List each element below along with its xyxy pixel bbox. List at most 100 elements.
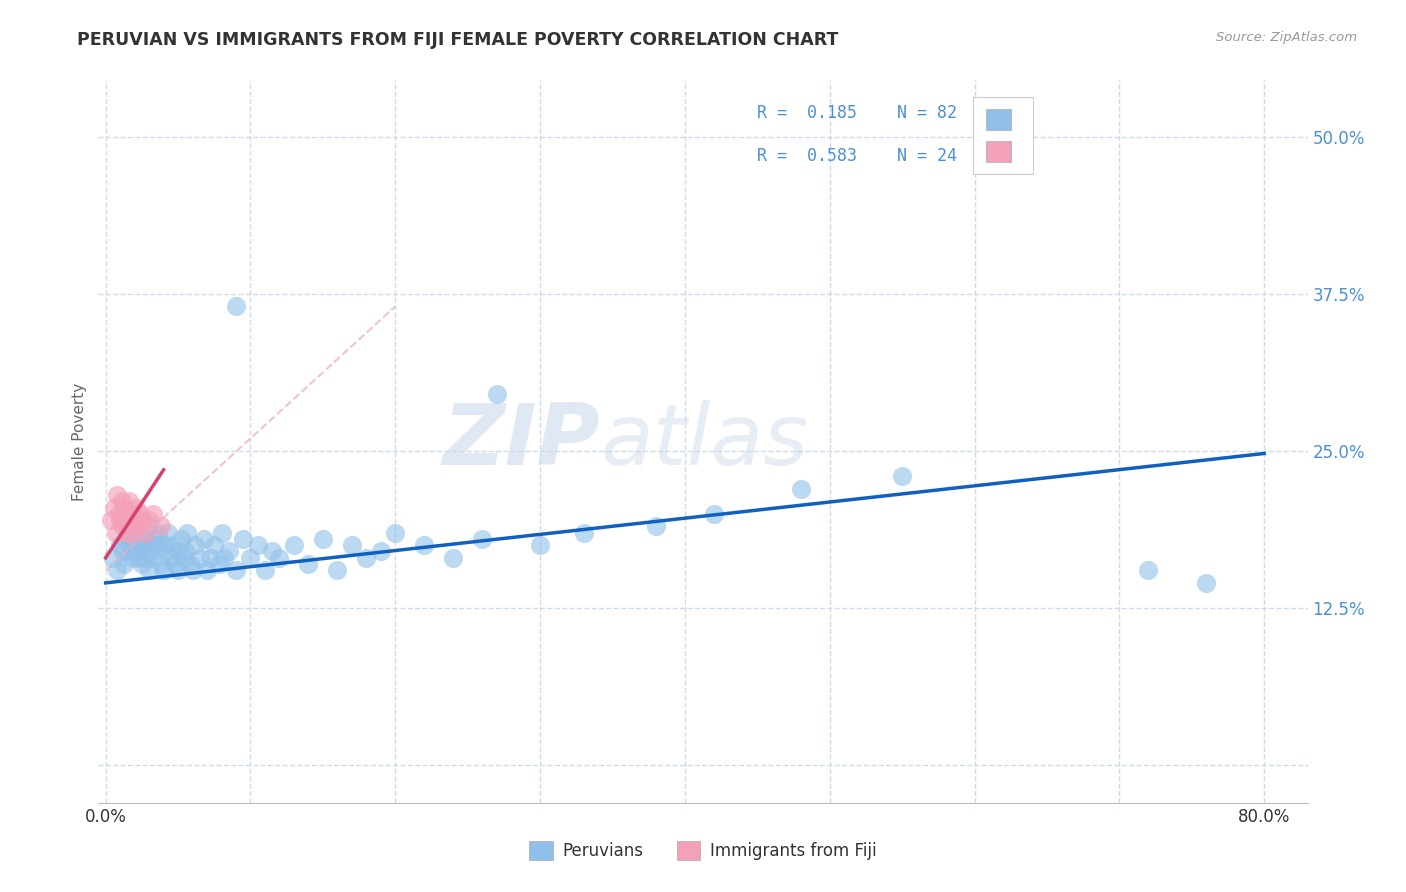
Point xyxy=(132,538,155,552)
Point xyxy=(184,538,207,552)
Point xyxy=(297,557,319,571)
Point xyxy=(1137,563,1160,577)
Point xyxy=(108,513,131,527)
Text: atlas: atlas xyxy=(600,400,808,483)
Point xyxy=(149,557,172,571)
Point xyxy=(138,513,160,527)
Point xyxy=(471,532,494,546)
Point xyxy=(193,532,215,546)
Point xyxy=(110,494,132,508)
Point xyxy=(146,525,169,540)
Point xyxy=(143,532,166,546)
Point xyxy=(129,538,152,552)
Point xyxy=(135,550,157,565)
Point xyxy=(115,532,138,546)
Legend: Peruvians, Immigrants from Fiji: Peruvians, Immigrants from Fiji xyxy=(523,834,883,867)
Point xyxy=(156,525,179,540)
Point xyxy=(645,519,668,533)
Y-axis label: Female Poverty: Female Poverty xyxy=(72,383,87,500)
Point xyxy=(198,550,221,565)
Point xyxy=(114,500,136,515)
Point xyxy=(138,544,160,558)
Point xyxy=(129,507,152,521)
Point xyxy=(211,525,233,540)
Point xyxy=(142,507,165,521)
Point xyxy=(118,494,141,508)
Point xyxy=(114,557,136,571)
Point xyxy=(124,513,146,527)
Point xyxy=(239,550,262,565)
Point xyxy=(269,550,291,565)
Text: R =  0.583    N = 24: R = 0.583 N = 24 xyxy=(758,147,957,165)
Point xyxy=(441,550,464,565)
Point xyxy=(202,538,225,552)
Point xyxy=(384,525,406,540)
Point xyxy=(225,563,247,577)
Point xyxy=(529,538,551,552)
Point xyxy=(159,550,181,565)
Point xyxy=(413,538,436,552)
Point xyxy=(124,519,146,533)
Point xyxy=(121,550,143,565)
Point xyxy=(112,519,135,533)
Point xyxy=(326,563,349,577)
Point xyxy=(142,550,165,565)
Point xyxy=(167,544,190,558)
Point xyxy=(188,550,211,565)
Point xyxy=(162,538,184,552)
Point xyxy=(127,519,149,533)
Point xyxy=(138,519,160,533)
Point xyxy=(155,544,177,558)
Point xyxy=(152,538,174,552)
Point xyxy=(105,488,128,502)
Point xyxy=(108,538,131,552)
Point xyxy=(312,532,335,546)
Point xyxy=(179,557,201,571)
Point xyxy=(117,525,139,540)
Point xyxy=(131,557,153,571)
Text: PERUVIAN VS IMMIGRANTS FROM FIJI FEMALE POVERTY CORRELATION CHART: PERUVIAN VS IMMIGRANTS FROM FIJI FEMALE … xyxy=(77,31,839,49)
Point xyxy=(170,532,193,546)
Point xyxy=(104,525,127,540)
Point xyxy=(120,513,142,527)
Point xyxy=(117,525,139,540)
Point xyxy=(246,538,269,552)
Point xyxy=(149,519,172,533)
Point xyxy=(173,550,195,565)
Point xyxy=(165,557,187,571)
Point xyxy=(370,544,392,558)
Point xyxy=(138,563,160,577)
Point xyxy=(115,513,138,527)
Point xyxy=(152,563,174,577)
Point xyxy=(131,513,153,527)
Point xyxy=(195,563,218,577)
Point xyxy=(174,544,197,558)
Point xyxy=(181,563,204,577)
Point xyxy=(101,550,124,565)
Point xyxy=(703,507,725,521)
Point xyxy=(145,538,167,552)
Point xyxy=(356,550,378,565)
Point xyxy=(340,538,363,552)
Point xyxy=(262,544,284,558)
Point xyxy=(176,525,198,540)
Point xyxy=(134,525,156,540)
Point xyxy=(1195,575,1218,590)
Point xyxy=(225,300,247,314)
Point xyxy=(218,544,240,558)
Point xyxy=(103,500,125,515)
Point xyxy=(485,387,508,401)
Text: ZIP: ZIP xyxy=(443,400,600,483)
Point xyxy=(253,563,276,577)
Point xyxy=(214,550,236,565)
Point xyxy=(127,525,149,540)
Point xyxy=(122,544,145,558)
Point xyxy=(117,519,139,533)
Point xyxy=(891,469,914,483)
Point xyxy=(121,507,143,521)
Point xyxy=(167,563,190,577)
Point xyxy=(141,538,163,552)
Point xyxy=(127,550,149,565)
Point xyxy=(120,538,142,552)
Point xyxy=(105,563,128,577)
